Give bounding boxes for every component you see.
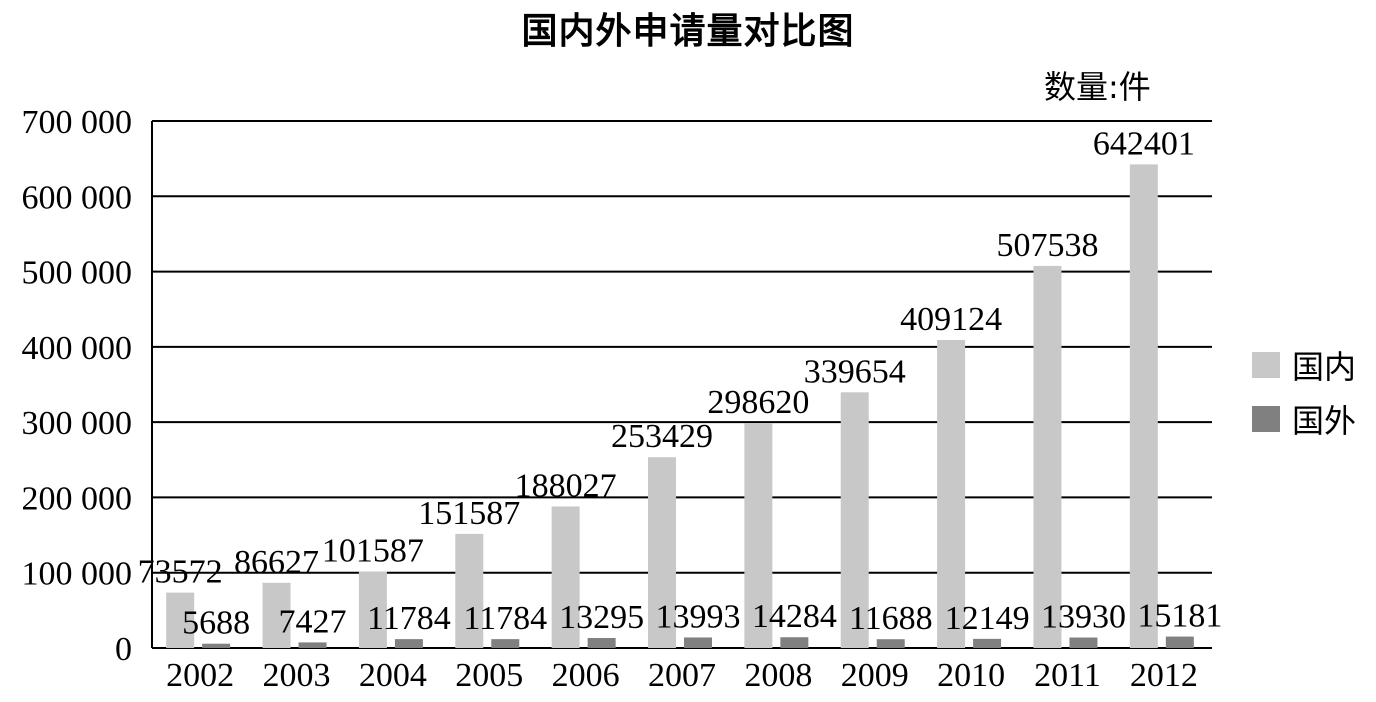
data-label-foreign: 13993 xyxy=(656,598,741,635)
data-label-foreign: 14284 xyxy=(752,598,837,635)
bar-domestic xyxy=(840,392,869,648)
y-tick-label: 300 000 xyxy=(22,405,133,442)
bar-foreign xyxy=(1165,636,1194,648)
y-tick-label: 400 000 xyxy=(22,330,133,367)
y-tick-label: 600 000 xyxy=(22,179,133,216)
bar-domestic xyxy=(744,423,773,648)
bar-domestic xyxy=(455,533,484,648)
data-label-foreign: 11784 xyxy=(463,600,547,637)
x-tick-label: 2011 xyxy=(1034,657,1101,694)
x-tick-label: 2008 xyxy=(744,657,812,694)
x-tick-label: 2002 xyxy=(166,657,234,694)
chart-title: 国内外申请量对比图 xyxy=(521,11,855,52)
data-label-domestic: 409124 xyxy=(900,301,1002,338)
bar-foreign xyxy=(298,642,327,648)
data-label-foreign: 11784 xyxy=(367,600,451,637)
data-label-domestic: 642401 xyxy=(1093,125,1195,162)
x-tick-label: 2010 xyxy=(937,657,1005,694)
x-tick-label: 2009 xyxy=(841,657,909,694)
x-tick-label: 2005 xyxy=(455,657,523,694)
legend-item-domestic: 国内 xyxy=(1252,338,1356,392)
bar-foreign xyxy=(394,639,423,648)
bar-foreign xyxy=(973,638,1002,648)
x-tick-label: 2006 xyxy=(552,657,620,694)
bar-domestic xyxy=(262,582,291,648)
data-label-domestic: 73572 xyxy=(138,554,223,591)
bar-domestic xyxy=(937,339,966,648)
y-tick-label: 100 000 xyxy=(22,556,133,593)
data-label-domestic: 101587 xyxy=(322,533,424,570)
y-tick-label: 700 000 xyxy=(22,104,133,141)
bar-domestic xyxy=(1129,164,1158,648)
legend-swatch-domestic xyxy=(1252,352,1280,378)
y-tick-label: 500 000 xyxy=(22,255,133,292)
bar-foreign xyxy=(587,637,616,648)
bar-domestic xyxy=(358,571,387,648)
data-label-foreign: 12149 xyxy=(945,600,1030,637)
data-label-domestic: 86627 xyxy=(234,544,319,581)
data-label-foreign: 13930 xyxy=(1041,599,1126,636)
y-tick-label: 0 xyxy=(115,631,132,668)
bar-foreign xyxy=(780,637,809,648)
bar-foreign xyxy=(876,639,905,648)
data-label-domestic: 298620 xyxy=(707,384,809,421)
data-label-foreign: 13295 xyxy=(559,599,644,636)
y-tick-label: 200 000 xyxy=(22,480,133,517)
data-label-domestic: 507538 xyxy=(996,227,1098,264)
legend-swatch-foreign xyxy=(1252,406,1280,432)
data-label-domestic: 151587 xyxy=(418,495,520,532)
legend-label-domestic: 国内 xyxy=(1292,348,1357,386)
x-tick-label: 2007 xyxy=(648,657,716,694)
data-label-domestic: 188027 xyxy=(515,467,617,504)
bar-domestic xyxy=(551,506,580,648)
data-label-domestic: 339654 xyxy=(804,353,906,390)
bar-domestic xyxy=(166,592,195,648)
bar-foreign xyxy=(491,639,520,648)
bar-foreign xyxy=(684,637,712,648)
bar-domestic xyxy=(1033,265,1062,648)
legend-label-foreign: 国外 xyxy=(1292,402,1357,440)
data-label-foreign: 7427 xyxy=(279,603,347,640)
bar-foreign xyxy=(202,643,231,648)
data-label-foreign: 15181 xyxy=(1137,598,1222,635)
data-label-domestic: 253429 xyxy=(611,418,713,455)
data-label-foreign: 5688 xyxy=(182,605,250,642)
legend-item-foreign: 国外 xyxy=(1252,392,1356,446)
x-tick-label: 2003 xyxy=(263,657,331,694)
x-tick-label: 2012 xyxy=(1130,657,1198,694)
bar-domestic xyxy=(648,457,676,648)
unit-label: 数量:件 xyxy=(1044,68,1151,106)
legend: 国内 国外 xyxy=(1252,338,1356,446)
x-tick-label: 2004 xyxy=(359,657,427,694)
data-label-foreign: 11688 xyxy=(849,600,933,637)
bar-foreign xyxy=(1069,637,1098,648)
